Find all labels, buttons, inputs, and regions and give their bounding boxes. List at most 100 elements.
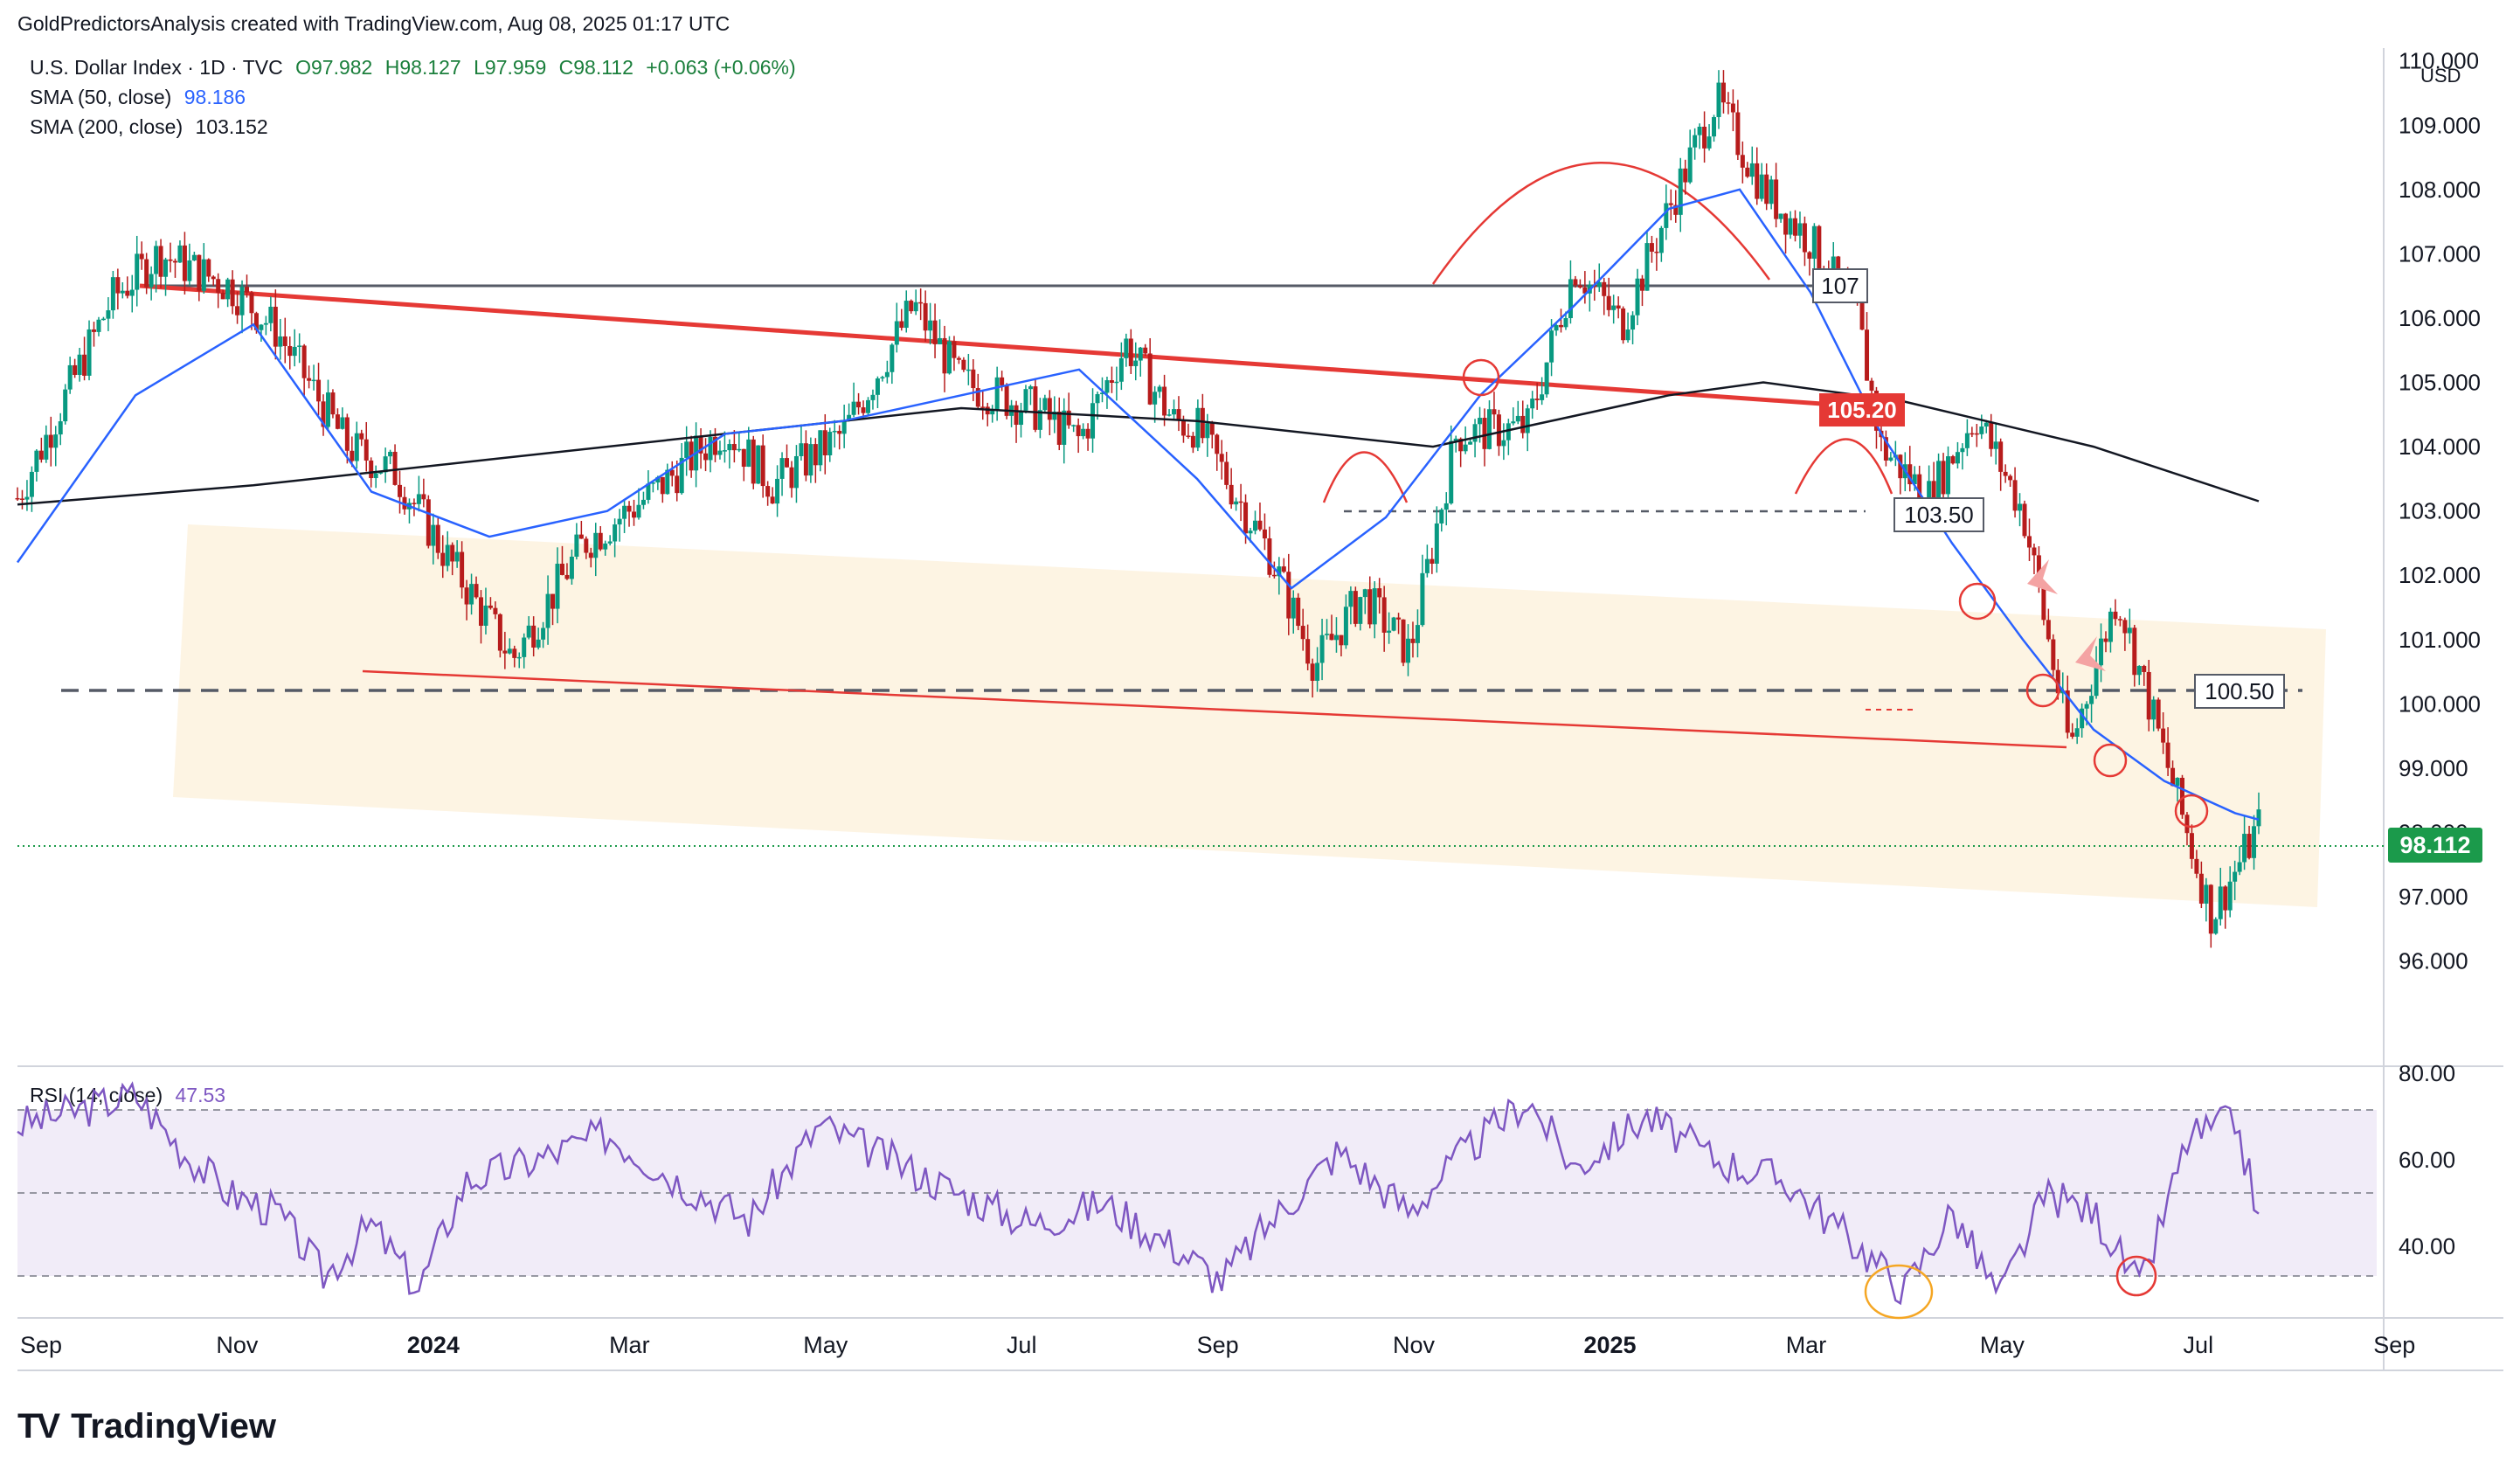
candle-body bbox=[1716, 82, 1721, 117]
candle-body bbox=[450, 544, 455, 562]
candle-body bbox=[373, 473, 378, 479]
candle-body bbox=[564, 574, 570, 579]
candle-body bbox=[913, 302, 918, 312]
candle-body bbox=[856, 401, 862, 408]
candle-body bbox=[1755, 163, 1760, 199]
candle-body bbox=[1486, 409, 1492, 449]
candle-body bbox=[799, 443, 804, 456]
candle-body bbox=[2065, 690, 2070, 733]
candle-body bbox=[1468, 441, 1473, 445]
candle-body bbox=[1482, 418, 1487, 449]
candle-body bbox=[1305, 639, 1311, 664]
rsi-legend-row: RSI (14, close) 47.53 bbox=[30, 1080, 225, 1110]
candle-body bbox=[803, 443, 808, 476]
candle-body bbox=[1229, 484, 1234, 505]
price-tick-label: 106.000 bbox=[2399, 305, 2481, 331]
ohlc-low: L97.959 bbox=[474, 56, 547, 79]
descending-channel bbox=[173, 524, 2326, 907]
candle-body bbox=[975, 388, 980, 407]
candle-body bbox=[1300, 626, 1305, 640]
candle-body bbox=[765, 486, 771, 497]
candle-body bbox=[1095, 393, 1100, 404]
rsi-label: RSI (14, close) bbox=[30, 1084, 163, 1106]
currency-label: USD bbox=[2420, 65, 2461, 87]
candle-body bbox=[1865, 329, 1870, 381]
candle-body bbox=[53, 434, 59, 448]
candle-body bbox=[1133, 360, 1139, 366]
candle-body bbox=[550, 593, 556, 609]
candle-body bbox=[851, 401, 856, 415]
candle-body bbox=[1118, 357, 1124, 382]
candle-body bbox=[1573, 279, 1578, 286]
candle-body bbox=[38, 450, 44, 460]
candle-body bbox=[1180, 420, 1186, 436]
candle-body bbox=[307, 378, 312, 381]
candle-body bbox=[187, 260, 192, 281]
candle-body bbox=[1315, 662, 1320, 681]
candle-body bbox=[942, 337, 947, 374]
candle-body bbox=[1458, 438, 1464, 452]
candle-body bbox=[197, 254, 202, 291]
sma50-line bbox=[16, 188, 2260, 822]
ohlc-high: H98.127 bbox=[384, 56, 461, 79]
candle-body bbox=[1811, 225, 1817, 259]
candle-body bbox=[956, 357, 961, 360]
candle-body bbox=[1099, 392, 1104, 394]
candle-body bbox=[1869, 380, 1874, 392]
candle-body bbox=[1062, 410, 1067, 445]
price-tick-label: 104.000 bbox=[2399, 433, 2481, 460]
candle-body bbox=[416, 494, 421, 504]
candle-body bbox=[2227, 881, 2233, 911]
candle-body bbox=[737, 448, 742, 451]
candle-body bbox=[2113, 611, 2118, 620]
candle-body bbox=[2122, 620, 2128, 634]
candle-body bbox=[321, 401, 326, 427]
pink-arrow-icon bbox=[2027, 559, 2058, 594]
candle-body bbox=[297, 345, 302, 347]
time-tick-label: Sep bbox=[2373, 1332, 2415, 1358]
candle-body bbox=[1496, 414, 1501, 447]
candle-body bbox=[77, 354, 82, 375]
candle-body bbox=[1582, 287, 1588, 294]
candle-body bbox=[268, 306, 273, 323]
candle-body bbox=[837, 431, 842, 434]
candle-body bbox=[1783, 213, 1789, 235]
candle-body bbox=[712, 436, 717, 455]
candle-body bbox=[1200, 407, 1205, 439]
candle-body bbox=[172, 260, 177, 263]
candle-body bbox=[727, 444, 732, 451]
candle-body bbox=[1391, 617, 1396, 631]
candle-body bbox=[946, 341, 952, 374]
candle-body bbox=[110, 277, 115, 311]
candle-body bbox=[464, 587, 469, 605]
lower-trendline bbox=[362, 669, 2067, 749]
candle-body bbox=[1056, 411, 1062, 445]
candle-body bbox=[1993, 441, 1998, 449]
price-tick-label: 100.000 bbox=[2399, 690, 2481, 717]
candle-body bbox=[1281, 566, 1286, 572]
candle-body bbox=[1802, 223, 1807, 253]
candle-body bbox=[2108, 611, 2113, 642]
candle-body bbox=[832, 431, 837, 433]
candle-body bbox=[1616, 305, 1621, 309]
candle-body bbox=[578, 534, 584, 539]
candle-body bbox=[1291, 597, 1296, 619]
candle-body bbox=[1066, 410, 1071, 426]
candle-body bbox=[1176, 409, 1181, 421]
candle-body bbox=[87, 329, 92, 376]
candle-body bbox=[1162, 386, 1167, 416]
candle-body bbox=[2127, 628, 2132, 634]
candle-body bbox=[1730, 103, 1735, 113]
candle-body bbox=[632, 511, 637, 518]
candle-body bbox=[746, 439, 751, 468]
candle-body bbox=[1271, 574, 1277, 577]
candle-body bbox=[34, 450, 39, 472]
candle-body bbox=[865, 399, 870, 413]
candle-body bbox=[1707, 136, 1712, 149]
candle-body bbox=[24, 496, 30, 500]
candle-body bbox=[1559, 324, 1564, 328]
tradingview-branding[interactable]: TV TradingView bbox=[17, 1407, 276, 1446]
candle-body bbox=[1319, 634, 1325, 663]
candle-body bbox=[469, 584, 474, 605]
